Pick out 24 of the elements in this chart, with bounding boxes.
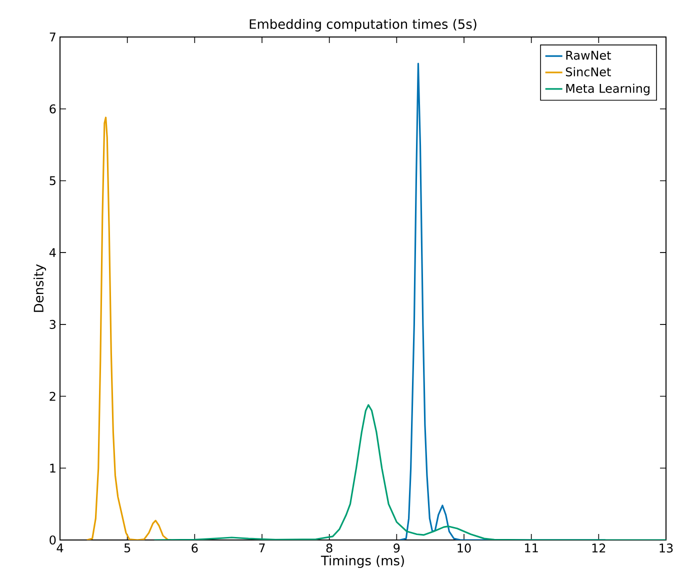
legend-label: Meta Learning	[566, 84, 650, 96]
y-tick-label: 6	[50, 104, 56, 114]
y-tick-label: 0	[50, 535, 56, 545]
x-tick-label: 9	[394, 544, 400, 553]
y-axis-title: Density	[33, 264, 46, 312]
x-tick-label: 6	[192, 544, 198, 553]
x-tick-label: 13	[660, 544, 673, 553]
y-tick-label: 3	[50, 320, 56, 329]
y-tick-label: 2	[50, 392, 56, 401]
x-tick-label: 5	[124, 544, 130, 552]
x-tick-label: 12	[592, 544, 606, 552]
x-tick-label: 11	[525, 544, 538, 552]
x-tick-label: 10	[458, 544, 471, 553]
x-tick-label: 8	[326, 544, 332, 553]
y-tick-label: 7	[50, 32, 56, 42]
x-tick-label: 4	[56, 544, 64, 552]
y-tick-label: 1	[50, 464, 56, 472]
y-tick-label: 5	[50, 176, 56, 186]
y-tick-label: 4	[49, 248, 56, 257]
x-axis-title: Timings (ms)	[320, 555, 404, 568]
chart-title: Embedding computation times (5s)	[250, 18, 476, 32]
legend-label: SincNet	[566, 67, 611, 76]
legend-label: RawNet	[566, 50, 612, 60]
x-tick-label: 7	[259, 544, 265, 552]
